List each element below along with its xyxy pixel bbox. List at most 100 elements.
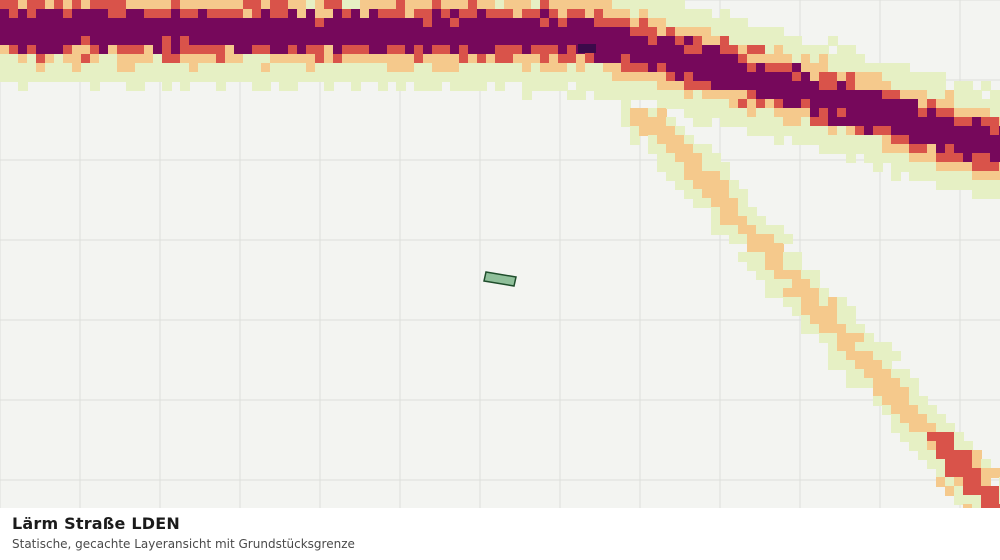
noise-cell-level-1 bbox=[387, 72, 397, 82]
noise-cell-level-2 bbox=[828, 324, 838, 334]
noise-cell-level-3 bbox=[108, 0, 118, 10]
noise-cell-level-4 bbox=[198, 27, 208, 37]
noise-cell-level-4 bbox=[216, 36, 226, 46]
noise-cell-level-2 bbox=[891, 378, 901, 388]
noise-cell-level-1 bbox=[603, 81, 613, 91]
noise-cell-level-1 bbox=[927, 72, 937, 82]
noise-cell-level-4 bbox=[153, 36, 163, 46]
noise-cell-level-1 bbox=[225, 63, 235, 73]
noise-cell-level-4 bbox=[189, 36, 199, 46]
noise-cell-level-2 bbox=[711, 171, 721, 181]
noise-cell-level-3 bbox=[945, 108, 955, 118]
noise-cell-level-1 bbox=[945, 423, 955, 433]
noise-cell-level-2 bbox=[468, 54, 478, 64]
noise-cell-level-4 bbox=[351, 9, 361, 19]
noise-cell-level-1 bbox=[837, 315, 847, 325]
noise-cell-level-3 bbox=[63, 45, 73, 55]
noise-cell-level-1 bbox=[855, 54, 865, 64]
noise-cell-level-2 bbox=[927, 441, 937, 451]
noise-cell-level-2 bbox=[288, 54, 298, 64]
noise-cell-level-2 bbox=[819, 324, 829, 334]
noise-cell-level-4 bbox=[684, 36, 694, 46]
noise-cell-level-3 bbox=[459, 54, 469, 64]
noise-cell-level-2 bbox=[927, 153, 937, 163]
noise-cell-level-3 bbox=[963, 459, 973, 469]
noise-cell-level-1 bbox=[729, 18, 739, 28]
noise-cell-level-3 bbox=[612, 18, 622, 28]
parcel-boundary[interactable] bbox=[483, 271, 517, 287]
noise-cell-level-3 bbox=[522, 9, 532, 19]
noise-cell-level-2 bbox=[972, 108, 982, 118]
noise-cell-level-1 bbox=[900, 162, 910, 172]
noise-cell-level-1 bbox=[666, 99, 676, 109]
noise-cell-level-1 bbox=[954, 171, 964, 181]
noise-cell-level-1 bbox=[792, 54, 802, 64]
noise-cell-level-4 bbox=[72, 36, 82, 46]
noise-cell-level-4 bbox=[459, 27, 469, 37]
noise-cell-level-1 bbox=[675, 180, 685, 190]
noise-cell-level-1 bbox=[378, 72, 388, 82]
noise-cell-level-3 bbox=[171, 54, 181, 64]
noise-cell-level-1 bbox=[981, 189, 991, 199]
noise-cell-level-4 bbox=[972, 135, 982, 145]
noise-cell-level-1 bbox=[630, 90, 640, 100]
noise-cell-level-2 bbox=[117, 54, 127, 64]
noise-cell-level-1 bbox=[693, 189, 703, 199]
noise-cell-level-2 bbox=[756, 243, 766, 253]
noise-cell-level-3 bbox=[666, 27, 676, 37]
noise-cell-level-1 bbox=[612, 90, 622, 100]
noise-cell-level-1 bbox=[198, 63, 208, 73]
noise-cell-level-2 bbox=[774, 108, 784, 118]
noise-cell-level-4 bbox=[126, 36, 136, 46]
noise-cell-level-1 bbox=[666, 0, 676, 10]
noise-cell-level-3 bbox=[495, 45, 505, 55]
noise-cell-level-1 bbox=[657, 162, 667, 172]
noise-cell-level-4 bbox=[9, 36, 19, 46]
noise-cell-level-3 bbox=[756, 45, 766, 55]
noise-cell-level-4 bbox=[9, 18, 19, 28]
noise-cell-level-2 bbox=[675, 27, 685, 37]
noise-cell-level-4 bbox=[234, 27, 244, 37]
noise-cell-level-2 bbox=[765, 243, 775, 253]
noise-cell-level-4 bbox=[54, 18, 64, 28]
noise-cell-level-2 bbox=[702, 171, 712, 181]
noise-cell-level-1 bbox=[972, 90, 982, 100]
noise-cell-level-1 bbox=[936, 423, 946, 433]
noise-cell-level-1 bbox=[990, 90, 1000, 100]
noise-cell-level-3 bbox=[468, 0, 478, 10]
noise-cell-level-2 bbox=[810, 63, 820, 73]
noise-cell-level-1 bbox=[729, 225, 739, 235]
noise-cell-level-3 bbox=[945, 153, 955, 163]
noise-map[interactable] bbox=[0, 0, 1000, 508]
noise-cell-level-2 bbox=[954, 477, 964, 487]
noise-cell-level-3 bbox=[630, 63, 640, 73]
noise-cell-level-1 bbox=[828, 360, 838, 370]
noise-cell-level-2 bbox=[144, 54, 154, 64]
noise-cell-level-4 bbox=[927, 126, 937, 136]
noise-cell-level-1 bbox=[747, 36, 757, 46]
noise-cell-level-1 bbox=[153, 72, 163, 82]
noise-cell-level-2 bbox=[135, 54, 145, 64]
noise-cell-level-1 bbox=[468, 81, 478, 91]
noise-cell-level-1 bbox=[18, 72, 28, 82]
noise-cell-level-1 bbox=[855, 63, 865, 73]
noise-cell-level-4 bbox=[216, 27, 226, 37]
noise-cell-level-4 bbox=[855, 108, 865, 118]
noise-cell-level-1 bbox=[243, 54, 253, 64]
noise-cell-level-2 bbox=[369, 54, 379, 64]
noise-cell-level-4 bbox=[666, 45, 676, 55]
noise-cell-level-1 bbox=[306, 72, 316, 82]
noise-cell-level-1 bbox=[468, 63, 478, 73]
noise-cell-level-2 bbox=[927, 423, 937, 433]
noise-cell-level-4 bbox=[567, 36, 577, 46]
noise-cell-level-2 bbox=[675, 135, 685, 145]
noise-cell-level-2 bbox=[918, 153, 928, 163]
noise-cell-level-1 bbox=[882, 405, 892, 415]
noise-cell-level-1 bbox=[846, 153, 856, 163]
noise-cell-level-4 bbox=[693, 72, 703, 82]
noise-cell-level-1 bbox=[414, 72, 424, 82]
noise-cell-level-4 bbox=[720, 81, 730, 91]
noise-cell-level-4 bbox=[81, 27, 91, 37]
noise-cell-level-3 bbox=[216, 45, 226, 55]
noise-cell-level-1 bbox=[783, 234, 793, 244]
